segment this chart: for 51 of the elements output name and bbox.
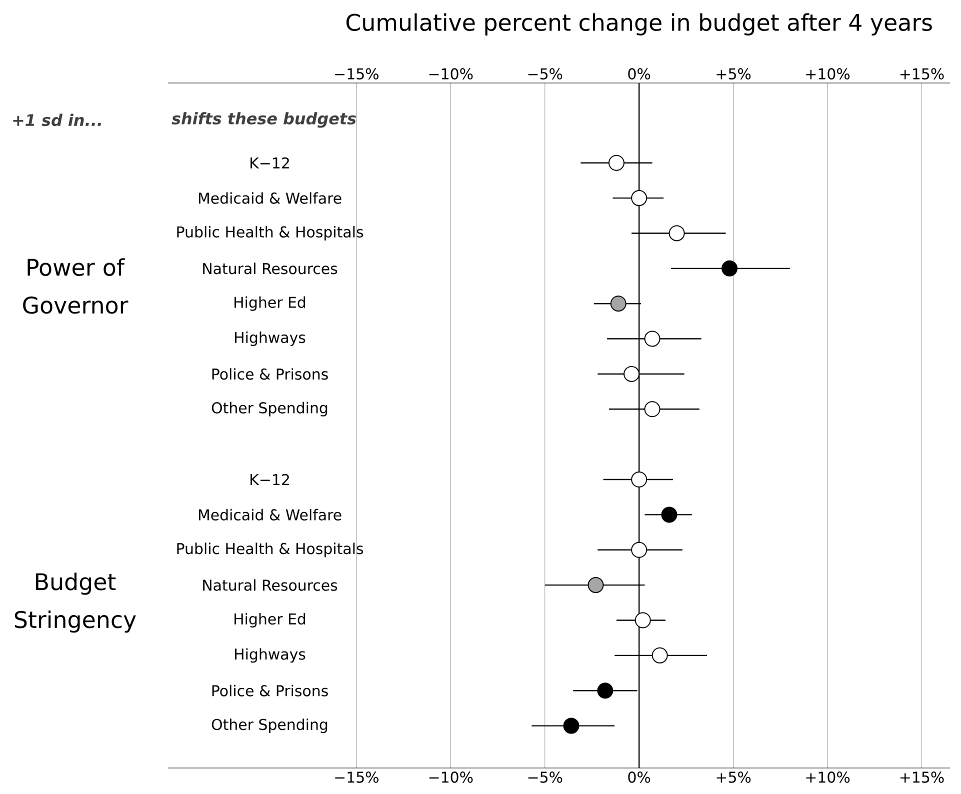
- y-tick-label: Police & Prisons: [212, 368, 328, 380]
- point: [634, 612, 651, 628]
- point: [722, 260, 738, 276]
- y-tick-label: Medicaid & Welfare: [198, 508, 342, 520]
- point: [631, 190, 648, 206]
- x-tick-label: +15%: [900, 772, 944, 783]
- x-tick-label: −10%: [429, 772, 473, 783]
- x-tick-label: 0%: [628, 772, 650, 783]
- x-tick-label: −15%: [335, 772, 378, 783]
- x2-tick-label: −5%: [528, 68, 562, 80]
- text: Power of Governor: [23, 258, 128, 314]
- y-tick-label: K−12: [250, 157, 289, 168]
- x2-tick-label: 0%: [628, 68, 650, 80]
- point: [610, 296, 626, 312]
- y-tick-label: Public Health & Hospitals: [177, 226, 364, 240]
- point: [588, 577, 604, 594]
- point: [661, 506, 678, 523]
- point: [668, 225, 685, 242]
- y-tick-label: K−12: [250, 474, 289, 486]
- point: [652, 647, 668, 664]
- y-tick-label: Higher Ed: [234, 613, 306, 628]
- x-tick-label: −5%: [528, 772, 562, 783]
- point: [608, 154, 624, 171]
- point: [597, 682, 614, 699]
- text: shifts these budgets: [172, 112, 356, 128]
- y-tick-label: Other Spending: [212, 718, 328, 734]
- point: [644, 401, 660, 418]
- x2-tick-label: −15%: [335, 68, 378, 80]
- x2-tick-label: +10%: [806, 68, 850, 80]
- y-tick-label: Highways: [235, 648, 306, 663]
- y-tick-label: Public Health & Hospitals: [177, 542, 364, 558]
- x2-tick-label: +15%: [900, 68, 944, 80]
- y-tick-label: Higher Ed: [234, 296, 306, 311]
- text: Budget Stringency: [14, 572, 136, 633]
- point: [624, 366, 640, 382]
- y-tick-label: Natural Resources: [203, 579, 338, 591]
- y-tick-label: Medicaid & Welfare: [198, 192, 342, 204]
- point: [563, 718, 580, 734]
- y-tick-label: Highways: [235, 332, 306, 346]
- point: [644, 330, 660, 347]
- x-axis-title: Cumulative percent change in budget after 4 years: [346, 13, 932, 36]
- text: +1 sd in...: [13, 114, 102, 126]
- x-tick-label: +5%: [716, 772, 751, 783]
- x-tick-label: +10%: [806, 772, 850, 783]
- x2-tick-label: +5%: [716, 68, 751, 80]
- y-tick-label: Natural Resources: [203, 262, 338, 274]
- x2-tick-label: −10%: [429, 68, 473, 80]
- point: [631, 542, 648, 558]
- y-tick-label: Other Spending: [212, 402, 328, 416]
- point: [631, 472, 648, 488]
- y-tick-label: Police & Prisons: [212, 684, 328, 696]
